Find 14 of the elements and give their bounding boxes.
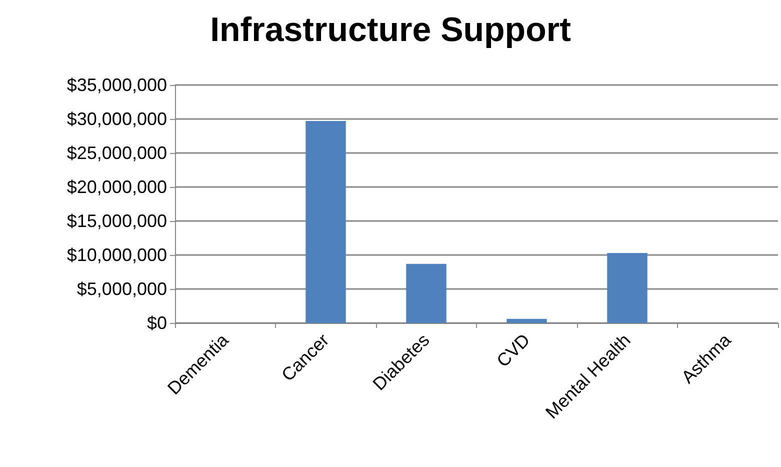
y-tick-label: $20,000,000 (66, 177, 167, 197)
y-tick-label: $15,000,000 (66, 211, 167, 231)
y-tick-label: $25,000,000 (66, 143, 167, 163)
bar (406, 264, 446, 323)
x-tick-label: CVD (492, 330, 534, 371)
y-tick-label: $5,000,000 (76, 279, 167, 299)
chart-title: Infrastructure Support (210, 11, 571, 49)
y-tick-label: $35,000,000 (66, 75, 167, 95)
y-tick-label: $0 (146, 313, 167, 333)
y-tick-label: $10,000,000 (66, 245, 167, 265)
bar (506, 318, 547, 323)
bar (306, 121, 346, 323)
y-tick-label: $30,000,000 (66, 109, 167, 129)
bar (607, 252, 648, 323)
